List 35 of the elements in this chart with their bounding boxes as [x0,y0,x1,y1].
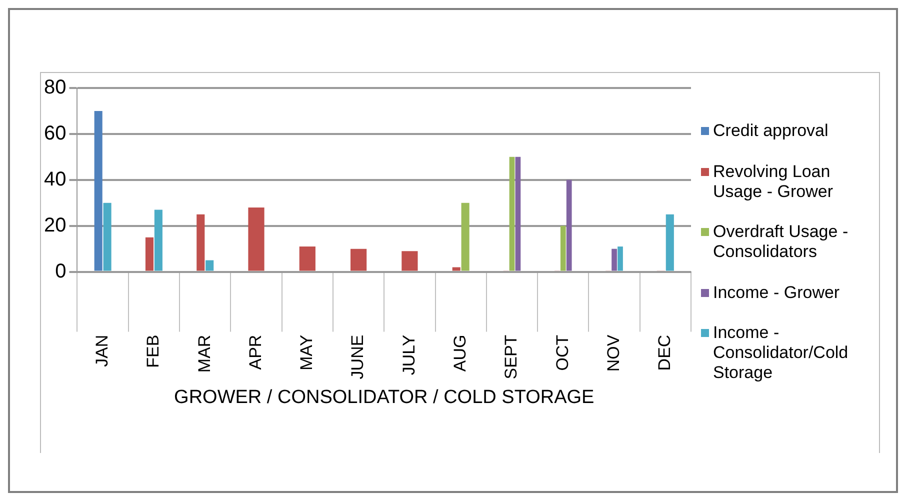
bar [145,237,154,271]
x-tick-label: DEC [655,334,674,371]
x-tick-label: MAR [194,334,214,373]
x-tick-label: APR [246,334,265,370]
x-tick-label: OCT [552,334,572,371]
x-tick-label: NOV [604,334,623,372]
bar [452,267,460,271]
legend-label: Overdraft Usage - Consolidators [713,222,850,262]
bar [666,214,674,271]
y-tick-label: 80 [44,76,66,99]
bar [94,110,102,271]
legend-label: Income - Consolidator/Cold Storage [713,323,850,383]
bar [206,260,214,271]
x-axis-title: GROWER / CONSOLIDATOR / COLD STORAGE [174,386,594,408]
x-tick-label: JAN [92,334,112,367]
x-tick-label: AUG [450,334,470,372]
y-tick-label: 20 [44,214,66,236]
bar [560,226,566,271]
x-tick-label: JULY [399,334,418,376]
bar [154,210,162,271]
x-tick-label: JUNE [348,334,368,380]
legend-label: Revolving Loan Usage - Grower [713,162,834,202]
bar [103,202,112,271]
bar [515,156,521,271]
bar [509,156,515,271]
x-tick-label: FEB [144,334,163,368]
legend-label: Credit approval [713,121,828,141]
x-tick-label: MAY [297,334,316,370]
y-tick-label: 60 [44,122,66,144]
x-tick-label: SEPT [502,334,521,380]
legend-label: Income - Grower [713,282,840,302]
bar [566,180,572,271]
y-tick-label: 40 [44,168,66,190]
bar [196,214,205,271]
y-tick-label: 0 [55,260,66,282]
